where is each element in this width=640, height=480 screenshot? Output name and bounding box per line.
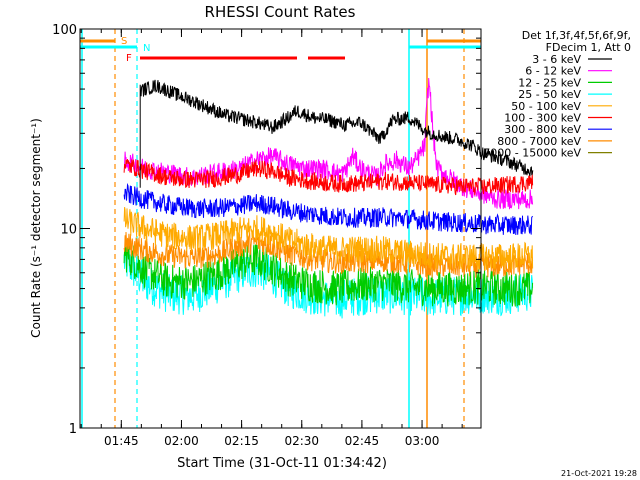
legend-header-line-2: FDecim 1, Att 0 [546,41,631,54]
annotation-label-f: F [126,53,132,64]
legend-label: 6 - 12 keV [525,65,581,78]
series-line [123,159,534,196]
legend-label: 12 - 25 keV [518,76,581,89]
legend-label: 50 - 100 keV [511,100,581,113]
series-line [123,241,534,307]
legend-label: 25 - 50 keV [518,88,581,101]
x-tick-label: 02:30 [284,434,319,448]
series-line [123,231,534,278]
series-layer [123,77,534,319]
legend-label: 7000 - 15000 keV [483,147,581,160]
series-line [123,207,534,271]
axes: 01:45 02:00 02:15 02:30 02:45 03:00 1 10 100 [52,23,481,448]
series-line [123,182,534,236]
series-line [123,242,534,319]
footer-timestamp: 21-Oct-2021 19:28 [561,469,637,478]
x-tick-label: 03:00 [405,434,440,448]
x-tick-label: 01:45 [104,434,139,448]
chart-title: RHESSI Count Rates [205,3,356,21]
x-tick-label: 02:00 [164,434,199,448]
foreground-markers: S NF [80,36,481,64]
y-tick-label: 1 [69,422,77,437]
y-tick-label: 10 [60,223,77,238]
x-tick-label: 02:45 [345,434,380,448]
legend-label: 300 - 800 keV [504,123,581,136]
legend-label: 800 - 7000 keV [497,135,581,148]
x-tick-label: 02:15 [224,434,259,448]
annotation-label-n: N [143,43,150,54]
legend-label: 100 - 300 keV [504,112,581,125]
legend-label: 3 - 6 keV [532,53,581,66]
series-line [139,79,534,188]
x-axis-label: Start Time (31-Oct-11 01:34:42) [177,456,387,471]
y-tick-label: 100 [52,23,77,38]
annotation-label-s: S [121,36,127,47]
legend-header-line-1: Det 1f,3f,4f,5f,6f,9f, [522,29,631,42]
y-axis-label: Count Rate (s⁻¹ detector segment⁻¹) [29,118,43,338]
legend: Det 1f,3f,4f,5f,6f,9f, FDecim 1, Att 0 3… [483,29,631,160]
